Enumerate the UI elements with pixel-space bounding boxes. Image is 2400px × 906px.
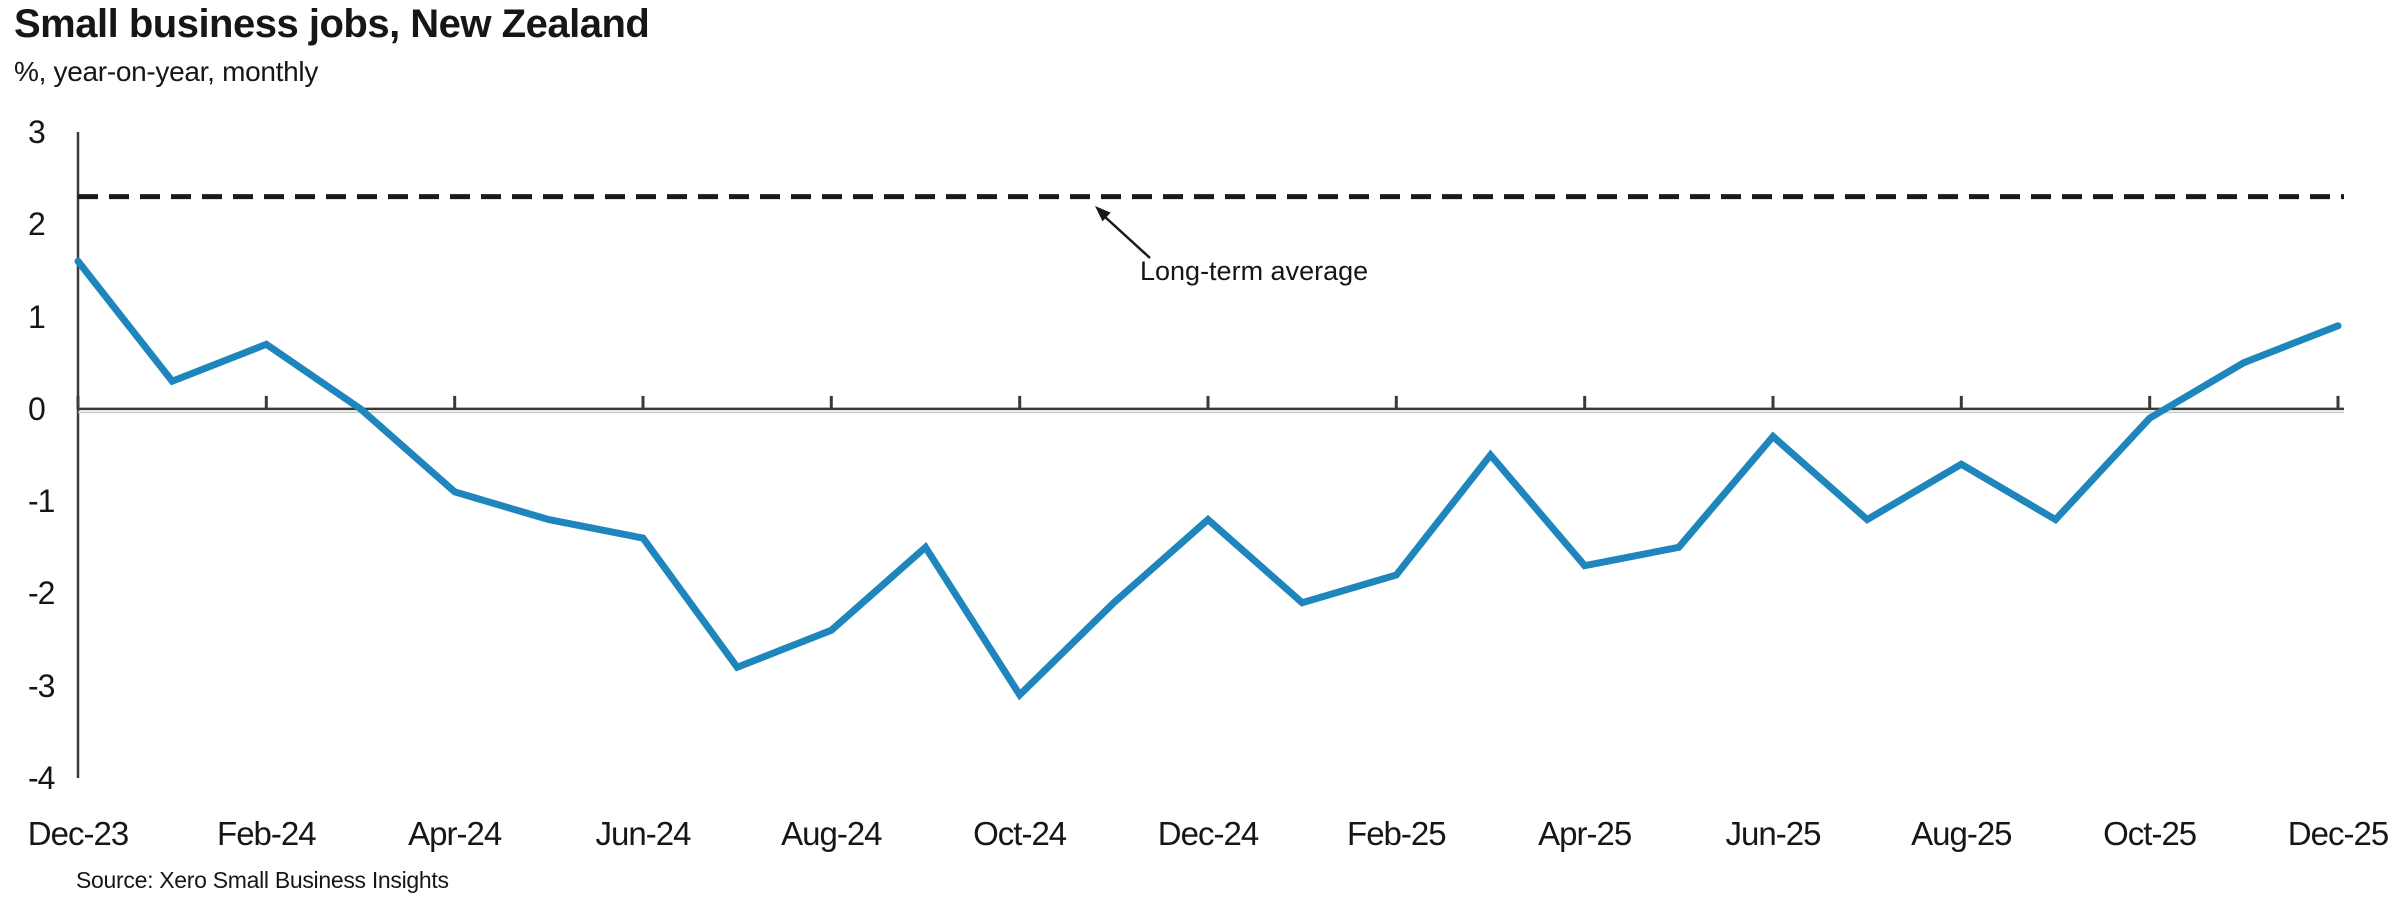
y-tick-label: -1: [28, 483, 55, 520]
annotation-arrow-line: [1103, 215, 1151, 259]
annotation-arrow-head: [1095, 206, 1111, 222]
chart-subtitle: %, year-on-year, monthly: [14, 56, 319, 87]
y-tick-label: -3: [28, 667, 55, 704]
x-tick-label: Apr-25: [1538, 815, 1632, 852]
y-tick-label: 0: [28, 390, 46, 427]
x-tick-label: Feb-25: [1347, 815, 1447, 852]
x-tick-label: Feb-24: [217, 815, 317, 852]
x-tick-label: Aug-25: [1911, 815, 2012, 852]
x-tick-label: Apr-24: [408, 815, 502, 852]
y-tick-label: 1: [28, 298, 46, 335]
x-tick-label: Aug-24: [781, 815, 882, 852]
y-tick-label: -2: [28, 575, 55, 612]
long-term-average-label: Long-term average: [1140, 256, 1369, 286]
x-tick-label: Oct-25: [2103, 815, 2197, 852]
x-tick-label: Dec-25: [2287, 815, 2389, 852]
x-tick-label: Dec-24: [1157, 815, 1259, 852]
x-tick-label: Dec-23: [27, 815, 129, 852]
y-tick-label: 3: [28, 114, 46, 150]
annotation-arrow: [1095, 206, 1151, 259]
jobs-line-series: [74, 257, 2342, 701]
y-tick-label: 2: [28, 206, 46, 243]
y-tick-label: -4: [28, 760, 55, 796]
x-tick-label: Jun-25: [1725, 815, 1822, 852]
x-tick-label: Jun-24: [595, 815, 692, 852]
x-tick-label: Oct-24: [973, 815, 1067, 852]
page-title: Small business jobs, New Zealand: [14, 2, 650, 46]
source-note: Source: Xero Small Business Insights: [76, 867, 449, 893]
